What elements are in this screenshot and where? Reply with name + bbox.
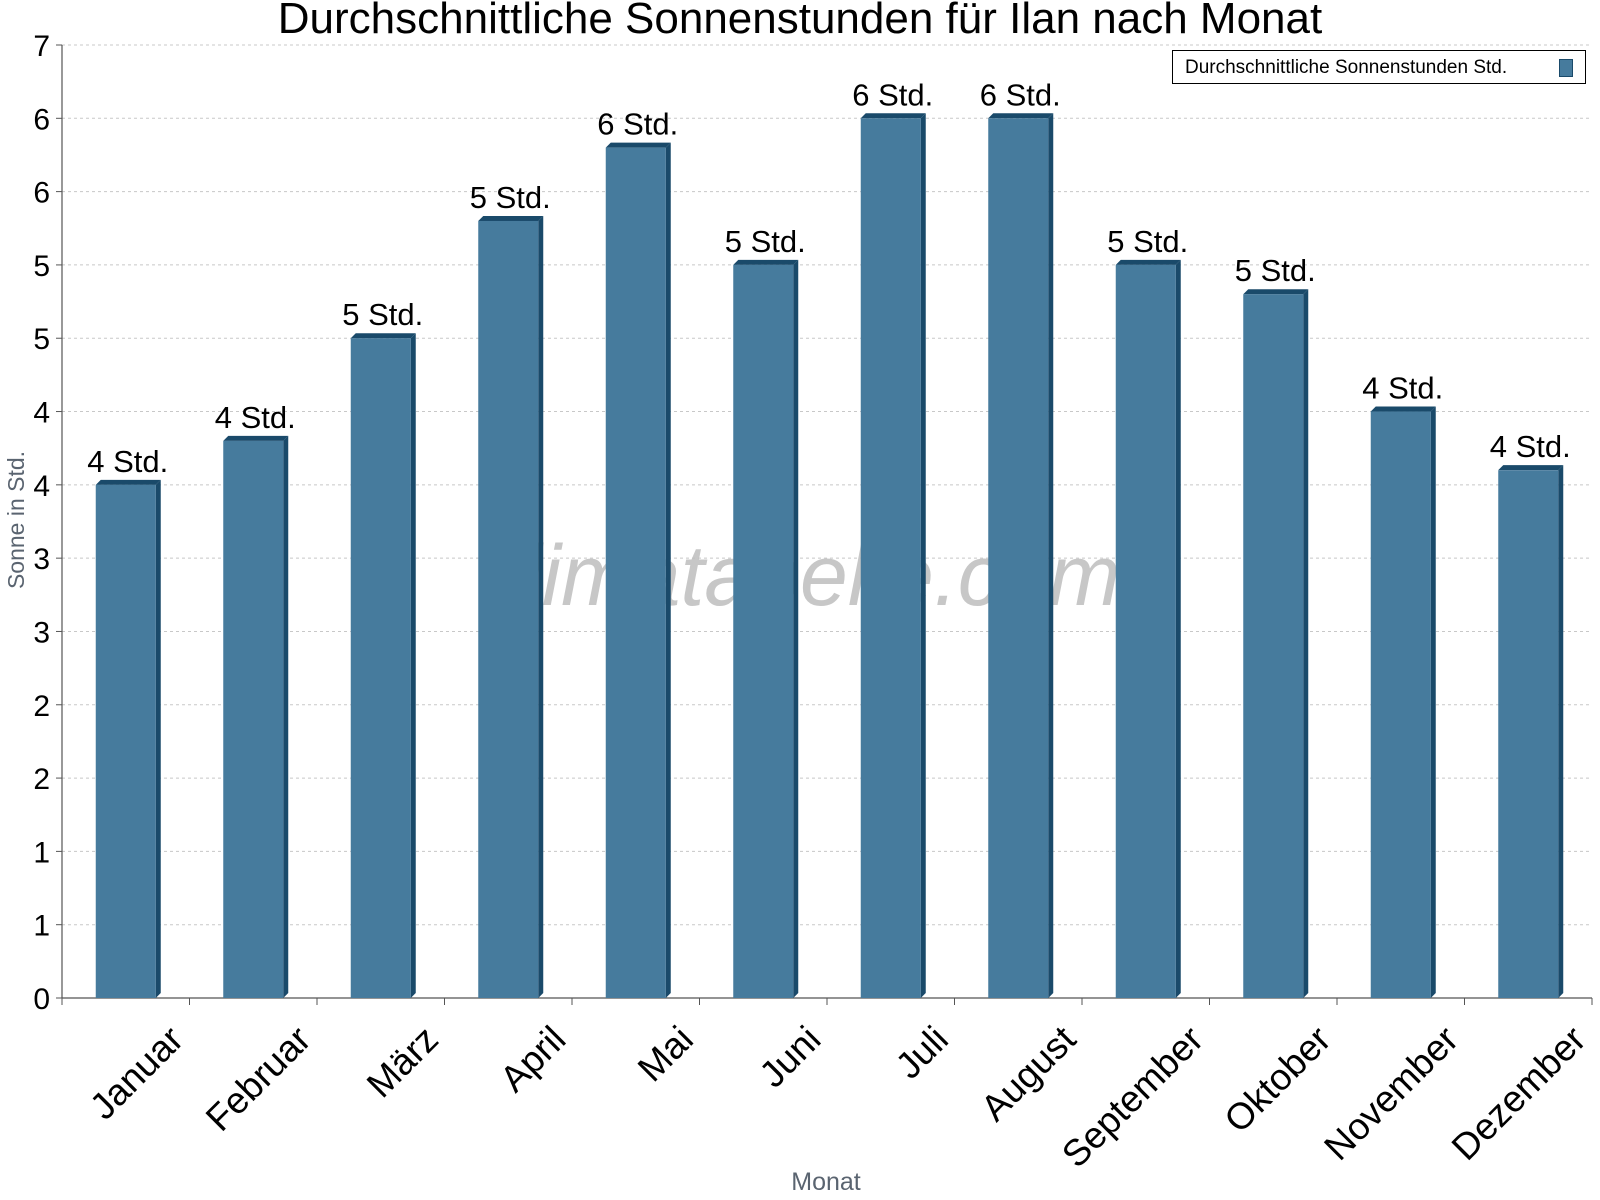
y-tick-label: 0 [33, 983, 50, 1016]
bar-top [478, 215, 544, 221]
x-tick-label: April [492, 1018, 573, 1099]
bar-top [350, 333, 416, 339]
y-tick-label: 7 [33, 30, 50, 63]
bar-side [155, 479, 161, 998]
bar-juli [860, 118, 921, 999]
bar-september [1115, 264, 1176, 998]
legend-swatch [1559, 59, 1573, 77]
y-tick-label: 4 [33, 397, 50, 430]
y-tick-label: 1 [33, 836, 50, 869]
bar-januar [95, 484, 156, 998]
data-label: 6 Std. [980, 77, 1061, 112]
x-tick-label: Juni [752, 1018, 829, 1095]
legend: Durchschnittliche Sonnenstunden Std. [1172, 50, 1586, 84]
y-tick-label: 3 [33, 616, 50, 649]
data-label: 4 Std. [1490, 429, 1571, 464]
data-label: 4 Std. [87, 444, 168, 479]
x-tick-label: März [359, 1018, 446, 1105]
bar-side [793, 259, 799, 998]
bar-august [988, 118, 1049, 999]
bar-april [478, 220, 539, 998]
bar-november [1370, 411, 1431, 998]
data-label: 5 Std. [1235, 253, 1316, 288]
y-tick-label: 1 [33, 910, 50, 943]
x-tick-label: Dezember [1444, 1018, 1594, 1168]
bar-juni [733, 264, 794, 998]
data-label: 5 Std. [470, 180, 551, 215]
bar-dezember [1498, 470, 1559, 999]
bar-side [1048, 113, 1054, 999]
bar-top [988, 113, 1054, 119]
y-tick-label: 2 [33, 763, 50, 796]
data-labels: 4 Std. 4 Std. 5 Std. 5 Std. 6 Std. 5 Std. 6 St… [87, 77, 1571, 479]
bar-februar [223, 440, 284, 998]
bar-mai [605, 147, 666, 999]
data-label: 5 Std. [725, 224, 806, 259]
y-tick-label: 6 [33, 103, 50, 136]
y-tick-label: 5 [33, 250, 50, 283]
bar-top [1498, 465, 1564, 471]
y-axis-label: Sonne in Std. [3, 451, 29, 589]
bar-side [538, 215, 544, 998]
data-label: 5 Std. [1107, 224, 1188, 259]
y-tick-label: 6 [33, 177, 50, 210]
axes [56, 44, 1593, 1005]
bar-top [733, 259, 799, 265]
bar-top [860, 113, 926, 119]
x-tick-label: August [973, 1018, 1084, 1129]
bars [95, 113, 1564, 999]
data-label: 4 Std. [1362, 371, 1443, 406]
y-tick-label: 2 [33, 690, 50, 723]
x-tick-label: Februar [198, 1018, 319, 1139]
data-label: 6 Std. [597, 107, 678, 142]
bar-oktober [1243, 294, 1304, 998]
x-tick-label: Januar [82, 1018, 191, 1127]
bar-top [1370, 406, 1436, 412]
x-tick-label: Mai [630, 1018, 701, 1089]
bar-side [665, 142, 671, 999]
bar-side [410, 333, 416, 998]
data-label: 5 Std. [342, 297, 423, 332]
bar-märz [350, 338, 411, 998]
bar-side [1558, 465, 1564, 999]
x-tick-label: Juli [888, 1018, 956, 1086]
bar-top [223, 435, 289, 441]
x-tick-label: Oktober [1216, 1018, 1338, 1140]
bar-top [1243, 289, 1309, 295]
x-axis-label: Monat [791, 1168, 861, 1196]
chart-title: Durchschnittliche Sonnenstunden für Ilan… [277, 0, 1323, 43]
x-tick-label: November [1316, 1018, 1466, 1168]
bar-top [95, 479, 161, 485]
bar-top [1115, 259, 1181, 265]
grid-lines [62, 44, 1592, 926]
bar-side [1175, 259, 1181, 998]
bar-top [605, 142, 671, 148]
bar-side [1303, 289, 1309, 998]
data-label: 6 Std. [852, 77, 933, 112]
bar-side [1430, 406, 1436, 998]
bar-side [283, 435, 289, 998]
y-tick-label: 5 [33, 323, 50, 356]
y-tick-label: 3 [33, 543, 50, 576]
y-tick-label: 4 [33, 470, 50, 503]
legend-label: Durchschnittliche Sonnenstunden Std. [1185, 57, 1508, 78]
bar-side [920, 113, 926, 999]
data-label: 4 Std. [215, 400, 296, 435]
